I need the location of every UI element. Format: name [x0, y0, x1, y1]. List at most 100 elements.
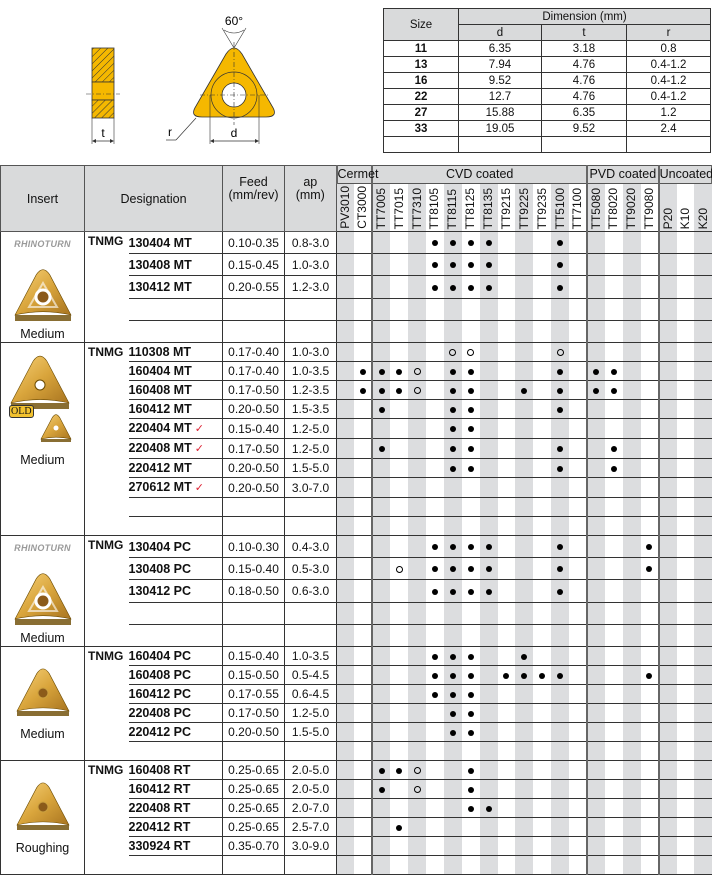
recommended-dot-icon: [450, 589, 456, 595]
designation-code: [129, 517, 223, 536]
grade-label: TT8020: [605, 188, 622, 229]
grade-cell-tt8115: [444, 704, 462, 723]
grade-cell-tt9235: [533, 498, 551, 517]
grade-cell-tt7005: [372, 362, 390, 381]
grade-label: K20: [695, 208, 712, 229]
grade-cell-tt7100: [569, 478, 587, 498]
designation-prefix: TNMG: [85, 761, 129, 875]
grade-cell-tt7310: [408, 558, 426, 580]
recommended-dot-icon: [450, 711, 456, 717]
grade-cell-p20: [659, 818, 677, 837]
code-text: 130408 MT: [129, 258, 192, 272]
grade-cell-tt5080: [587, 536, 605, 558]
grade-cell-p20: [659, 254, 677, 276]
designation-code: 160404 MT: [129, 362, 223, 381]
feed-cell: 0.20-0.50: [223, 723, 285, 742]
recommended-dot-icon: [450, 730, 456, 736]
grade-header-tt8105: TT8105: [426, 184, 444, 232]
grade-cell-tt8105: [426, 558, 444, 580]
alternative-circle-icon: [449, 349, 456, 356]
grade-cell-p20: [659, 419, 677, 439]
dimension-d-cell: 19.05: [459, 121, 542, 137]
recommended-dot-icon: [468, 730, 474, 736]
grade-cell-tt9020: [623, 276, 641, 298]
feed-cell: 0.15-0.40: [223, 419, 285, 439]
grade-cell-tt9020: [623, 780, 641, 799]
grade-cell-tt7100: [569, 439, 587, 459]
grade-cell-tt9080: [641, 362, 659, 381]
grade-cell-tt9235: [533, 381, 551, 400]
recommended-dot-icon: [557, 369, 563, 375]
grade-cell-k10: [677, 419, 695, 439]
grade-cell-k10: [677, 856, 695, 875]
recommended-dot-icon: [468, 285, 474, 291]
grade-cell-ct3000: [354, 558, 372, 580]
grade-cell-tt8135: [480, 498, 498, 517]
grade-cell-tt5080: [587, 498, 605, 517]
grade-cell-tt9215: [498, 362, 516, 381]
grade-cell-ct3000: [354, 362, 372, 381]
grade-cell-p20: [659, 723, 677, 742]
grade-cell-tt8125: [462, 799, 480, 818]
grade-cell-k20: [694, 343, 712, 362]
feed-cell: [223, 856, 285, 875]
grade-cell-tt7100: [569, 400, 587, 419]
grade-cell-tt9235: [533, 276, 551, 298]
grade-cell-tt8135: [480, 381, 498, 400]
designation-prefix: TNMG: [85, 343, 129, 536]
grade-cell-k20: [694, 799, 712, 818]
grade-cell-tt8135: [480, 419, 498, 439]
grade-cell-tt9020: [623, 602, 641, 624]
grade-cell-tt7310: [408, 362, 426, 381]
grade-cell-tt8105: [426, 602, 444, 624]
grade-cell-tt9225: [515, 647, 533, 666]
grade-cell-tt8125: [462, 837, 480, 856]
grade-cell-tt8125: [462, 439, 480, 459]
dimension-r-cell: 0.4-1.2: [627, 57, 711, 73]
grade-cell-tt8020: [605, 478, 623, 498]
feed-label: Feed: [239, 175, 268, 189]
ap-cell: 1.0-3.0: [285, 343, 337, 362]
ap-cell: 1.0-3.5: [285, 362, 337, 381]
grade-cell-pv3010: [337, 419, 355, 439]
grade-cell-tt7015: [390, 459, 408, 478]
recommended-dot-icon: [360, 369, 366, 375]
ap-cell: 1.0-3.5: [285, 647, 337, 666]
grade-cell-tt9020: [623, 837, 641, 856]
designation-header: Designation: [85, 166, 223, 232]
recommended-dot-icon: [468, 806, 474, 812]
ap-cell: 2.5-7.0: [285, 818, 337, 837]
grade-cell-tt8115: [444, 856, 462, 875]
recommended-dot-icon: [468, 768, 474, 774]
grade-cell-tt7015: [390, 343, 408, 362]
grade-cell-tt7310: [408, 624, 426, 646]
grade-cell-tt8135: [480, 704, 498, 723]
grade-cell-pv3010: [337, 685, 355, 704]
grade-cell-k10: [677, 254, 695, 276]
feed-cell: 0.10-0.30: [223, 536, 285, 558]
grade-group-cvd-coated: CVD coated: [372, 166, 587, 184]
recommended-dot-icon: [432, 589, 438, 595]
grade-cell-tt8135: [480, 459, 498, 478]
recommended-dot-icon: [450, 673, 456, 679]
grade-cell-tt9215: [498, 320, 516, 342]
ap-cell: 1.2-5.0: [285, 704, 337, 723]
grade-cell-tt9080: [641, 837, 659, 856]
grade-cell-tt7100: [569, 536, 587, 558]
grade-cell-tt7100: [569, 647, 587, 666]
grade-cell-ct3000: [354, 666, 372, 685]
grade-cell-tt9020: [623, 666, 641, 685]
grade-cell-pv3010: [337, 799, 355, 818]
grade-cell-tt8105: [426, 478, 444, 498]
grade-cell-tt9020: [623, 419, 641, 439]
grade-cell-pv3010: [337, 343, 355, 362]
feed-unit: (mm/rev): [229, 188, 279, 202]
designation-code: 160412 RT: [129, 780, 223, 799]
grade-cell-tt7310: [408, 780, 426, 799]
grade-cell-tt7310: [408, 320, 426, 342]
grade-cell-tt8115: [444, 478, 462, 498]
grade-cell-tt7310: [408, 400, 426, 419]
grade-cell-tt8135: [480, 298, 498, 320]
